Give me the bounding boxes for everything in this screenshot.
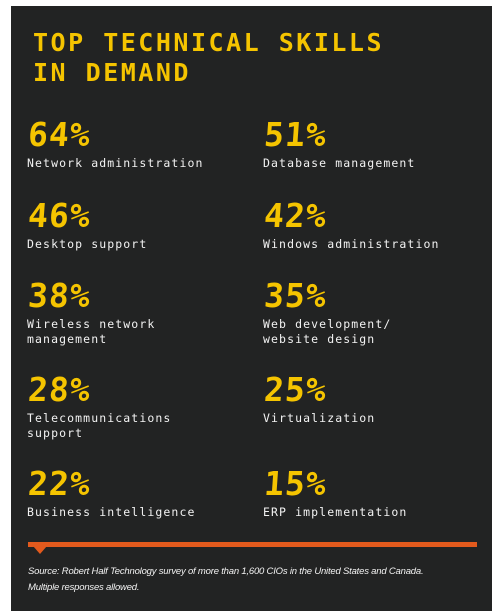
skill-percent: 22% [26, 464, 93, 503]
skill-percent: 46% [26, 196, 93, 235]
infographic-title: TOP TECHNICAL SKILLS IN DEMAND [33, 28, 433, 88]
orange-divider [28, 542, 477, 547]
skill-label: Business intelligence [27, 505, 196, 519]
skill-label: Telecommunications support [27, 411, 172, 440]
title-line-2: IN DEMAND [33, 58, 191, 87]
skill-telecommunications-support: 28% Telecommunications support [26, 370, 247, 441]
skill-label: Virtualization [263, 411, 376, 425]
skill-network-administration: 64% Network administration [26, 115, 247, 171]
skill-percent: 15% [262, 464, 329, 503]
skill-percent: 25% [262, 370, 329, 409]
skill-percent: 38% [26, 276, 93, 315]
skill-label: Wireless network management [27, 317, 156, 346]
source-note: Source: Robert Half Technology survey of… [28, 566, 424, 593]
skill-label: Desktop support [27, 237, 148, 251]
skill-percent: 42% [262, 196, 329, 235]
skill-percent: 35% [262, 276, 329, 315]
skill-windows-administration: 42% Windows administration [262, 196, 483, 252]
skill-business-intelligence: 22% Business intelligence [26, 464, 247, 520]
skill-percent: 28% [26, 370, 93, 409]
infographic-panel: TOP TECHNICAL SKILLS IN DEMAND 64% Netwo… [11, 6, 492, 611]
skill-label: Web development/ website design [263, 317, 392, 346]
skill-database-management: 51% Database management [262, 115, 483, 171]
title-line-1: TOP TECHNICAL SKILLS [33, 28, 385, 57]
divider-notch-icon [33, 546, 47, 554]
skill-label: Database management [263, 156, 416, 170]
skill-label: Windows administration [263, 237, 440, 251]
skill-wireless-network-management: 38% Wireless network management [26, 276, 247, 347]
skill-percent: 51% [262, 115, 329, 154]
skill-web-development: 35% Web development/ website design [262, 276, 483, 347]
skill-desktop-support: 46% Desktop support [26, 196, 247, 252]
skill-virtualization: 25% Virtualization [262, 370, 483, 426]
skill-percent: 64% [26, 115, 93, 154]
skill-erp-implementation: 15% ERP implementation [262, 464, 483, 520]
skill-label: ERP implementation [263, 505, 408, 519]
skill-label: Network administration [27, 156, 204, 170]
